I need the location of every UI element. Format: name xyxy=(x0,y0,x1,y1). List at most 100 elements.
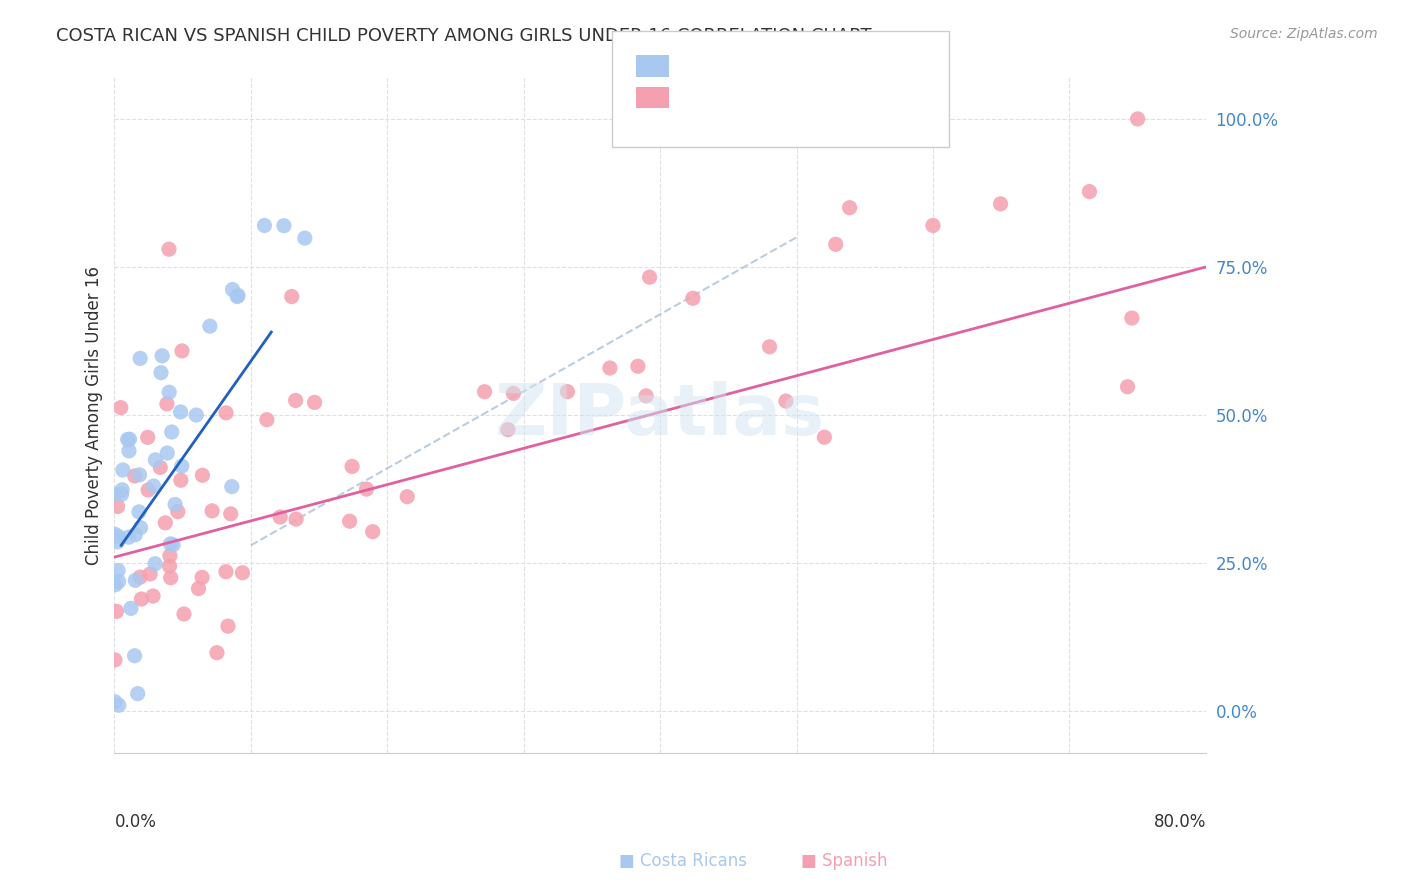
Point xyxy=(142,479,165,493)
Point xyxy=(149,366,172,380)
Y-axis label: Child Poverty Among Girls Under 16: Child Poverty Among Girls Under 16 xyxy=(86,266,103,565)
Point xyxy=(273,219,295,233)
Point xyxy=(107,698,129,713)
Point xyxy=(502,386,524,401)
Point xyxy=(136,430,159,444)
Point xyxy=(256,413,278,427)
Point xyxy=(191,468,214,483)
Text: 47: 47 xyxy=(817,58,842,76)
Point xyxy=(253,219,276,233)
Point xyxy=(129,521,152,535)
Point xyxy=(170,458,193,473)
Point xyxy=(104,695,127,709)
Point xyxy=(107,535,129,549)
Point xyxy=(104,653,127,667)
Point xyxy=(636,389,658,403)
Text: 0.463: 0.463 xyxy=(713,58,769,76)
Text: ZIPatlas: ZIPatlas xyxy=(495,381,825,450)
Point xyxy=(111,463,134,477)
Point xyxy=(107,574,129,589)
Point xyxy=(285,512,308,526)
Point xyxy=(396,490,419,504)
Point xyxy=(294,231,316,245)
Point xyxy=(165,498,187,512)
Text: 63: 63 xyxy=(817,89,842,107)
Text: ■ Spanish: ■ Spanish xyxy=(801,852,889,870)
Point xyxy=(105,604,128,618)
Point xyxy=(124,469,146,483)
Point xyxy=(104,527,127,541)
Text: COSTA RICAN VS SPANISH CHILD POVERTY AMONG GIRLS UNDER 16 CORRELATION CHART: COSTA RICAN VS SPANISH CHILD POVERTY AMO… xyxy=(56,27,872,45)
Text: 0.0%: 0.0% xyxy=(114,814,156,831)
Point xyxy=(145,453,167,467)
Point xyxy=(173,607,195,621)
Point xyxy=(159,549,181,563)
Point xyxy=(638,270,661,285)
Point xyxy=(205,646,228,660)
Point xyxy=(187,582,209,596)
Point xyxy=(838,201,860,215)
Text: R =: R = xyxy=(675,58,714,76)
Point xyxy=(557,384,579,399)
Point xyxy=(339,514,361,528)
Point xyxy=(156,446,179,460)
Point xyxy=(124,527,146,541)
Point xyxy=(281,289,304,303)
Point xyxy=(824,237,846,252)
Point xyxy=(118,443,141,458)
Text: Source: ZipAtlas.com: Source: ZipAtlas.com xyxy=(1230,27,1378,41)
Point xyxy=(149,460,172,475)
Point xyxy=(129,570,152,584)
Point xyxy=(284,393,307,408)
Point xyxy=(136,483,159,497)
Point xyxy=(627,359,650,374)
Text: N =: N = xyxy=(763,58,815,76)
Point xyxy=(110,487,132,501)
Point xyxy=(758,340,780,354)
Point xyxy=(150,349,173,363)
Point xyxy=(922,219,945,233)
Point xyxy=(221,480,243,494)
Point xyxy=(111,483,134,497)
Point xyxy=(156,397,179,411)
Point xyxy=(599,361,621,376)
Point xyxy=(340,459,363,474)
Point xyxy=(198,319,221,334)
Point xyxy=(155,516,177,530)
Point xyxy=(120,601,142,615)
Point xyxy=(124,648,146,663)
Point xyxy=(170,473,193,487)
Point xyxy=(127,687,149,701)
Text: N =: N = xyxy=(763,89,815,107)
Point xyxy=(117,433,139,447)
Point xyxy=(104,578,127,592)
Point xyxy=(107,564,129,578)
Point xyxy=(226,289,249,303)
Point xyxy=(157,385,180,400)
Point xyxy=(118,432,141,446)
Point xyxy=(361,524,384,539)
Point xyxy=(110,401,132,415)
Point xyxy=(159,537,181,551)
Point xyxy=(170,343,193,358)
Point xyxy=(162,538,184,552)
Text: 80.0%: 80.0% xyxy=(1153,814,1206,831)
Point xyxy=(107,529,129,543)
Point xyxy=(682,291,704,305)
Point xyxy=(474,384,496,399)
Point xyxy=(496,423,519,437)
Point xyxy=(226,288,249,302)
Point xyxy=(1121,311,1143,326)
Point xyxy=(129,351,152,366)
Point xyxy=(217,619,239,633)
Text: ■ Costa Ricans: ■ Costa Ricans xyxy=(619,852,747,870)
Point xyxy=(215,406,238,420)
Point xyxy=(219,507,242,521)
Point xyxy=(186,408,208,422)
Point xyxy=(159,571,181,585)
Point xyxy=(775,394,797,409)
Point xyxy=(159,559,181,574)
Point xyxy=(269,510,291,524)
Point xyxy=(142,589,165,603)
Point xyxy=(215,565,238,579)
